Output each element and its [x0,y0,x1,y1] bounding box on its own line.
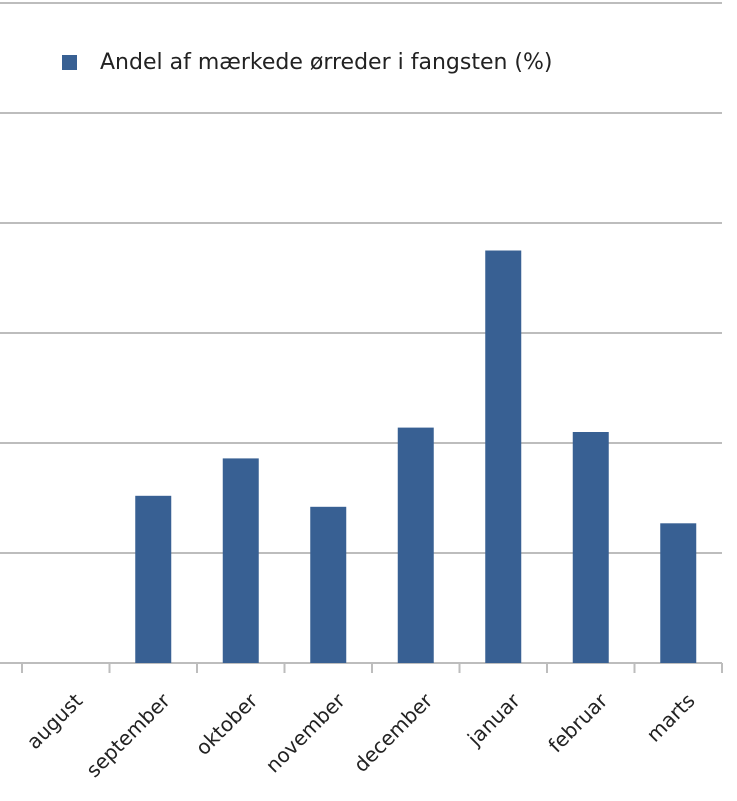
x-tick-label: februar [543,688,612,757]
x-tick-label: november [261,688,350,777]
bar [310,506,347,663]
x-tick-label: september [81,688,175,782]
x-tick-label: december [349,688,438,777]
x-tick-label: oktober [191,688,263,760]
bar [222,458,259,663]
bar [135,495,172,663]
bar [397,427,434,663]
bar [660,523,697,663]
x-tick-label: august [22,688,88,754]
x-tick-label: januar [462,688,525,751]
bar [572,432,609,663]
legend-label: Andel af mærkede ørreder i fangsten (%) [100,50,553,75]
bar [485,250,522,663]
legend-swatch [62,55,77,70]
x-tick-label: marts [642,688,700,746]
